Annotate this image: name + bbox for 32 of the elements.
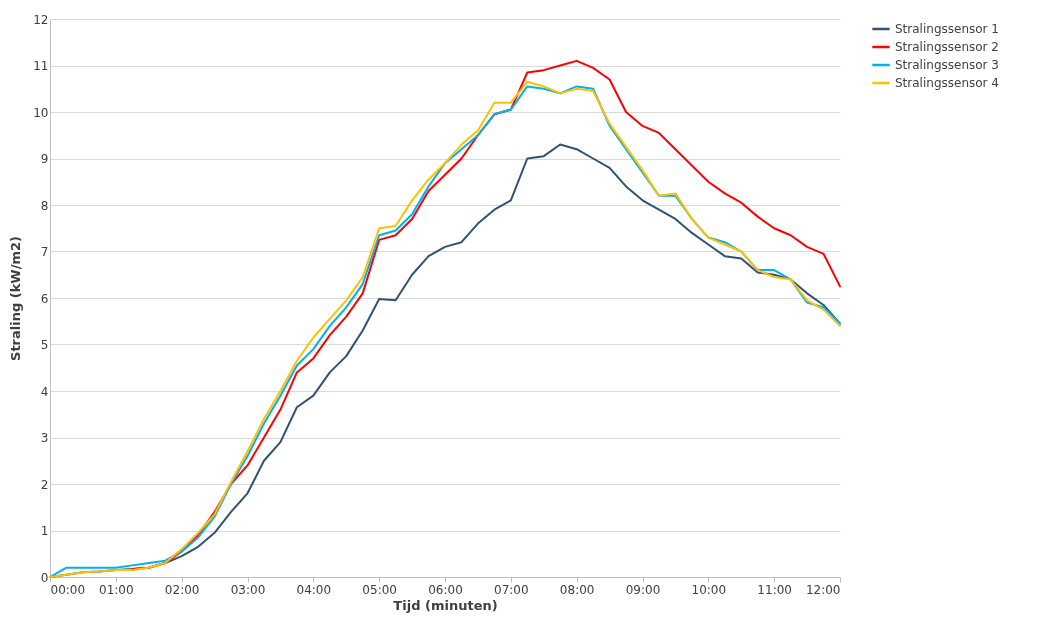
legend-label: Stralingssensor 4 [895,76,999,90]
x-axis-title: Tijd (minuten) [393,597,498,613]
legend-label: Stralingssensor 3 [895,58,999,72]
y-tick-label: 3 [40,431,49,445]
x-tick-label: 04:00 [296,582,332,597]
y-tick-label: 1 [40,524,49,538]
y-tick-label: 2 [40,477,49,492]
y-tick-label: 12 [33,12,49,27]
x-tick-label: 03:00 [230,582,266,597]
x-tick-label: 09:00 [625,582,661,597]
y-tick-label: 7 [40,245,49,259]
x-tick-label: 05:00 [362,582,397,597]
x-tick-label: 10:00 [691,582,727,597]
y-tick-label: 11 [33,59,49,73]
y-axis-title: Straling (kW/m2) [8,236,24,361]
y-tick-label: 4 [40,384,49,399]
y-tick-label: 6 [40,291,49,306]
x-tick-label: 01:00 [99,582,134,597]
legend-label: Stralingssensor 1 [895,22,999,36]
legend-label: Stralingssensor 2 [895,40,999,54]
x-tick-label: 00:00 [50,582,86,597]
y-tick-label: 10 [33,105,49,120]
y-tick-label: 9 [40,152,49,166]
y-tick-label: 8 [40,198,49,213]
x-tick-label: 06:00 [428,582,463,597]
x-tick-label: 11:00 [757,582,792,597]
x-tick-label: 07:00 [494,582,529,597]
x-tick-label: 08:00 [559,582,595,597]
y-tick-label: 0 [40,570,49,585]
x-tick-label: 12:00 [805,582,841,597]
y-tick-label: 5 [40,338,49,352]
x-tick-label: 02:00 [164,582,200,597]
